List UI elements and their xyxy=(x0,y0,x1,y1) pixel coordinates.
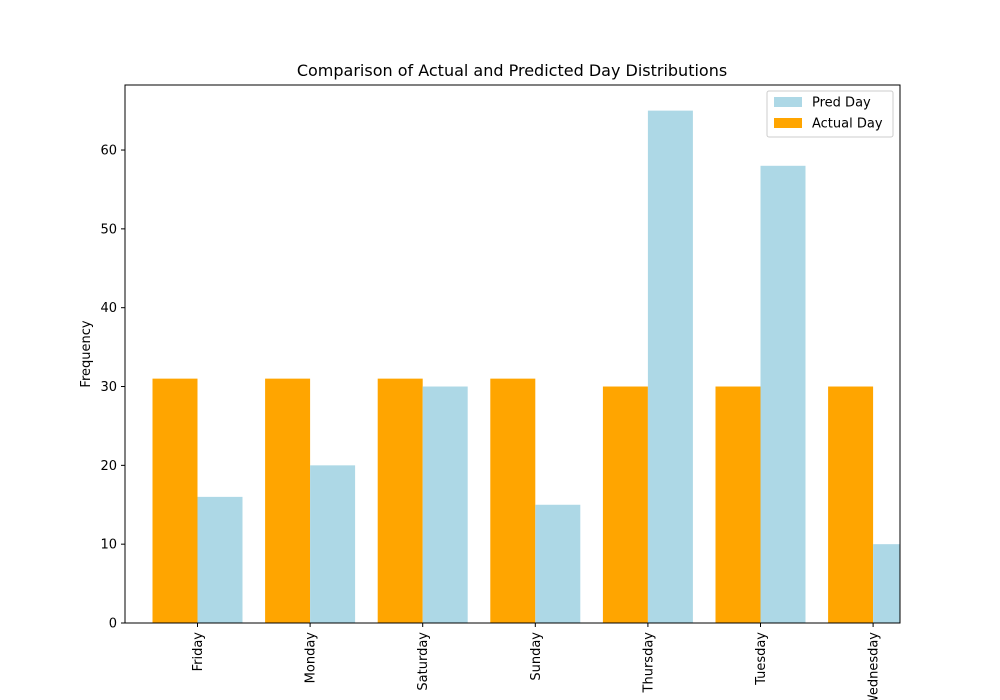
y-axis-label: Frequency xyxy=(79,320,94,387)
y-tick-label: 10 xyxy=(100,538,117,553)
y-tick-label: 20 xyxy=(100,459,117,474)
y-tick-label: 50 xyxy=(100,222,117,237)
y-tick-label: 60 xyxy=(100,144,117,159)
y-tick-label: 0 xyxy=(109,617,117,632)
bar-actual-day-tuesday xyxy=(715,386,761,623)
legend-swatch-actual-day xyxy=(774,118,802,128)
bars-group xyxy=(152,110,900,623)
bar-actual-day-thursday xyxy=(602,386,648,623)
chart-title: Comparison of Actual and Predicted Day D… xyxy=(297,61,727,80)
bar-pred-day-saturday xyxy=(422,386,468,623)
bar-actual-day-friday xyxy=(152,378,198,623)
x-tick-label: Wednesday xyxy=(867,632,882,700)
x-tick-label: Thursday xyxy=(641,632,656,694)
y-tick-label: 30 xyxy=(100,380,117,395)
x-tick-label: Friday xyxy=(191,632,206,672)
bar-pred-day-monday xyxy=(310,465,356,623)
legend-label-pred-day: Pred Day xyxy=(812,96,871,111)
x-tick-label: Monday xyxy=(304,632,319,684)
x-tick-label: Sunday xyxy=(529,632,544,681)
legend-label-actual-day: Actual Day xyxy=(812,117,883,132)
x-tick-label: Tuesday xyxy=(754,632,769,686)
legend-swatch-pred-day xyxy=(774,97,802,107)
x-tick-label: Saturday xyxy=(416,632,431,691)
bar-pred-day-friday xyxy=(197,496,243,623)
bar-pred-day-thursday xyxy=(647,110,693,623)
plot-frame xyxy=(124,84,901,624)
bar-actual-day-saturday xyxy=(377,378,423,623)
y-axis: 0 10 20 30 40 50 60 xyxy=(100,144,125,632)
x-axis: Friday Monday Saturday Sunday Thursday Tuesda… xyxy=(191,623,882,700)
bar-actual-day-sunday xyxy=(490,378,536,623)
bar-pred-day-tuesday xyxy=(760,165,806,623)
bar-pred-day-wednesday xyxy=(873,544,900,623)
legend: Pred Day Actual Day xyxy=(766,90,894,138)
bar-actual-day-monday xyxy=(265,378,311,623)
y-tick-label: 40 xyxy=(100,301,117,316)
bar-actual-day-wednesday xyxy=(828,386,874,623)
bar-pred-day-sunday xyxy=(535,504,581,623)
